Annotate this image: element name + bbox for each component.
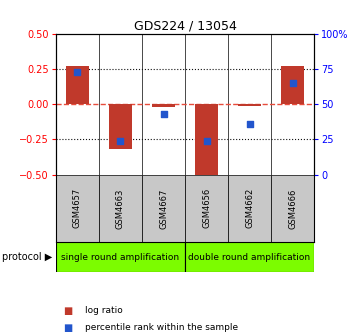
Bar bbox=[185, 242, 314, 272]
Text: ■: ■ bbox=[63, 323, 73, 333]
Title: GDS224 / 13054: GDS224 / 13054 bbox=[134, 19, 236, 33]
Bar bbox=[228, 175, 271, 242]
Text: GSM4667: GSM4667 bbox=[159, 188, 168, 228]
Bar bbox=[185, 175, 228, 242]
Point bbox=[247, 121, 252, 127]
Text: log ratio: log ratio bbox=[85, 306, 123, 315]
Bar bbox=[56, 242, 185, 272]
Bar bbox=[66, 66, 89, 104]
Text: GSM4663: GSM4663 bbox=[116, 188, 125, 228]
Bar bbox=[281, 66, 304, 104]
Text: ■: ■ bbox=[63, 306, 73, 316]
Bar bbox=[109, 104, 132, 149]
Bar bbox=[152, 104, 175, 107]
Text: double round amplification: double round amplification bbox=[188, 253, 310, 261]
Text: GSM4656: GSM4656 bbox=[202, 188, 211, 228]
Bar bbox=[195, 104, 218, 175]
Point bbox=[204, 138, 209, 143]
Text: GSM4662: GSM4662 bbox=[245, 188, 254, 228]
Text: single round amplification: single round amplification bbox=[61, 253, 179, 261]
Text: GSM4666: GSM4666 bbox=[288, 188, 297, 228]
Bar bbox=[271, 175, 314, 242]
Text: GSM4657: GSM4657 bbox=[73, 188, 82, 228]
Point bbox=[290, 80, 295, 86]
Text: percentile rank within the sample: percentile rank within the sample bbox=[85, 323, 238, 332]
Text: protocol ▶: protocol ▶ bbox=[2, 252, 52, 262]
Bar bbox=[142, 175, 185, 242]
Bar bbox=[238, 104, 261, 106]
Bar bbox=[99, 175, 142, 242]
Bar bbox=[56, 175, 99, 242]
Point bbox=[161, 111, 166, 117]
Point bbox=[75, 69, 81, 74]
Point bbox=[118, 138, 123, 143]
